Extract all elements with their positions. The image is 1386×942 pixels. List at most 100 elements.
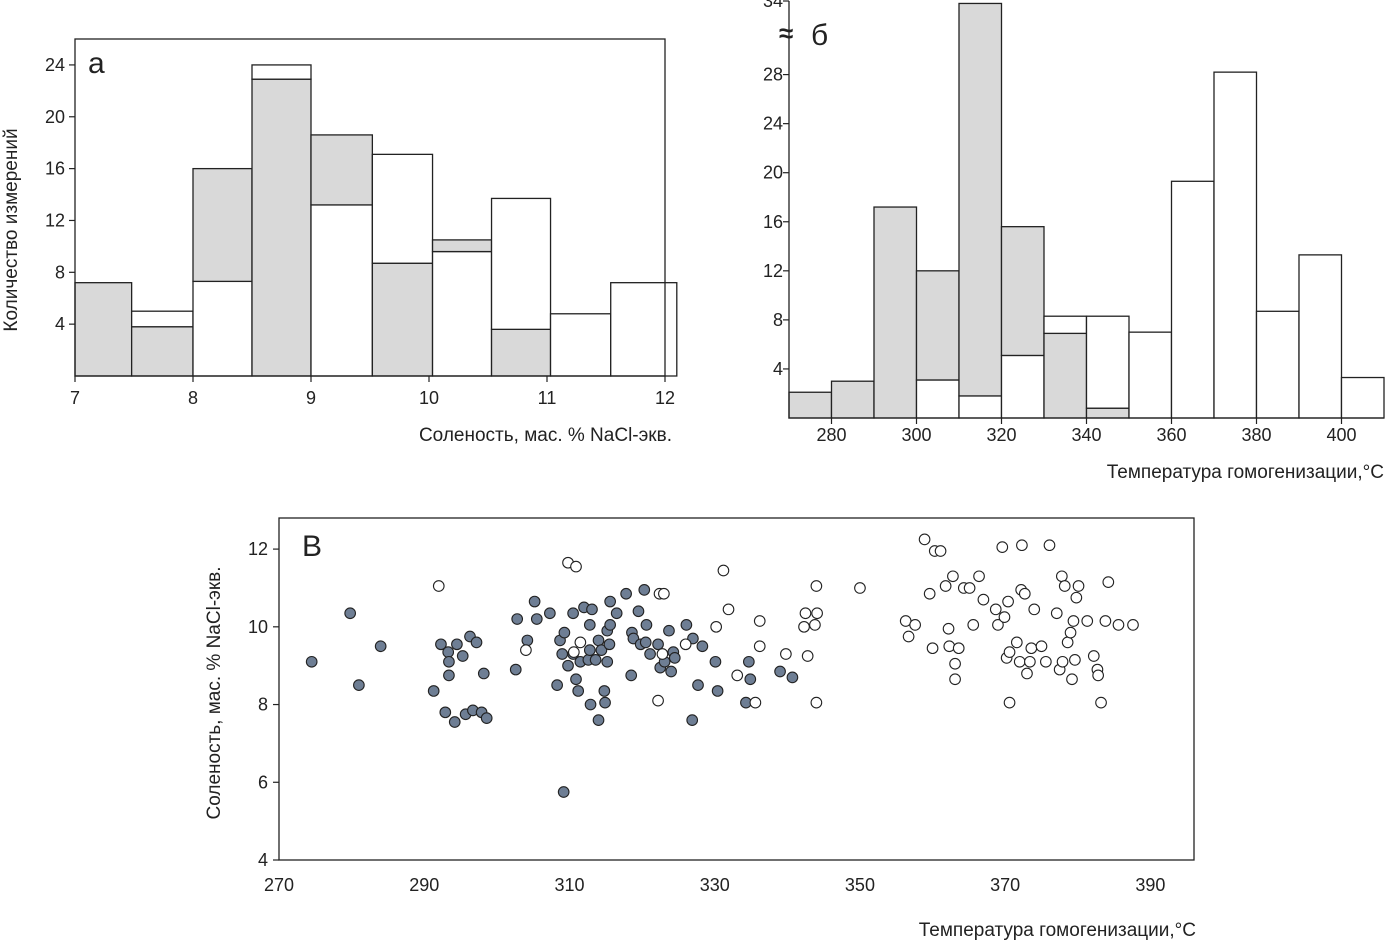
- point-filled-76: [696, 640, 709, 653]
- scatter-x-label: Температура гомогенизации,°С: [919, 920, 1196, 941]
- y-tick-label-8: 8: [55, 262, 65, 282]
- point-open-24: [811, 607, 823, 620]
- point-open-35: [939, 580, 952, 592]
- y-tick-label-8: 8: [258, 695, 268, 715]
- point-filled-28: [556, 648, 569, 660]
- bar-5-white-1: [371, 153, 434, 264]
- point-open-19: [798, 620, 810, 633]
- x-tick-label-11: 11: [538, 388, 557, 408]
- point-open-26: [854, 582, 866, 594]
- point-open-84: [1099, 615, 1112, 627]
- histogram-salinity-y-label: Количество измерений: [1, 128, 22, 331]
- y-tick-label-24: 24: [763, 114, 783, 134]
- point-open-53: [1003, 696, 1016, 709]
- point-open-61: [1024, 655, 1036, 668]
- point-filled-4: [427, 685, 440, 697]
- point-filled-22: [521, 634, 534, 647]
- point-open-1: [520, 644, 532, 656]
- point-filled-68: [663, 624, 675, 637]
- y-tick-label-4: 4: [773, 359, 783, 379]
- point-filled-29: [557, 786, 570, 798]
- point-open-56: [1013, 655, 1026, 668]
- point-open-16: [753, 615, 766, 627]
- point-filled-47: [598, 685, 611, 697]
- panel-label-b: б: [811, 19, 828, 52]
- panel-label-c: в: [302, 530, 322, 563]
- point-filled-75: [692, 679, 704, 691]
- point-open-59: [1018, 587, 1031, 600]
- point-open-46: [977, 593, 990, 606]
- bar-6-white-0: [431, 250, 493, 377]
- bar-0-gray-0: [788, 391, 833, 419]
- point-open-70: [1056, 655, 1069, 668]
- bar-0-gray-0: [74, 282, 133, 377]
- point-open-49: [996, 541, 1009, 553]
- scatter-y-label: Соленость, мас. % NaCl-экв.: [204, 566, 225, 819]
- point-open-28: [902, 630, 915, 643]
- point-open-85: [1102, 576, 1115, 588]
- histogram-temperature-x-ticks: 280 300 320 340 360 380 400: [816, 418, 1357, 445]
- histogram-salinity-x-ticks: 7 8 9 10 11 12: [70, 376, 675, 408]
- point-filled-80: [742, 655, 755, 668]
- point-filled-31: [562, 659, 574, 672]
- y-tick-label-4: 4: [258, 850, 268, 870]
- point-filled-10: [448, 716, 461, 728]
- point-filled-72: [680, 619, 693, 631]
- histogram-temperature-axes: [788, 1, 1384, 419]
- point-open-48: [992, 619, 1004, 631]
- point-open-64: [1035, 640, 1048, 653]
- bar-3-white-1: [251, 64, 312, 80]
- point-filled-51: [603, 638, 616, 651]
- x-tick-label-390: 390: [1135, 875, 1165, 895]
- point-open-37: [943, 640, 956, 653]
- x-tick-label-270: 270: [264, 875, 294, 895]
- point-filled-1: [344, 607, 357, 620]
- bar-6-gray-0: [1043, 332, 1088, 419]
- point-open-58: [1016, 539, 1028, 552]
- point-filled-2: [353, 679, 365, 691]
- point-filled-19: [480, 712, 493, 724]
- point-open-7: [658, 587, 670, 600]
- point-open-65: [1040, 655, 1052, 668]
- point-open-12: [717, 564, 730, 577]
- y-tick-label-20: 20: [763, 163, 783, 183]
- histogram-salinity: 4 8 12 16 20 24 7 8 9 10 11 12 а Соленость, мас. %…: [1, 38, 678, 446]
- bar-9-white-0: [610, 282, 678, 377]
- point-filled-35: [572, 685, 585, 697]
- point-filled-24: [530, 613, 543, 625]
- x-tick-label-310: 310: [554, 875, 584, 895]
- x-tick-label-8: 8: [188, 388, 198, 408]
- point-open-83: [1095, 696, 1107, 709]
- point-open-21: [801, 650, 814, 662]
- point-filled-9: [443, 669, 455, 682]
- point-open-20: [799, 607, 812, 620]
- bar-3-gray-1: [915, 270, 960, 381]
- x-tick-label-12: 12: [655, 388, 675, 408]
- histogram-salinity-x-label: Соленость, мас. % NaCl-экв.: [419, 425, 672, 446]
- point-filled-55: [620, 587, 632, 600]
- histogram-temperature-y-ticks: 4 8 12 16 20 24 28 34: [763, 0, 789, 379]
- point-open-39: [949, 673, 961, 686]
- point-open-62: [1025, 642, 1038, 655]
- point-filled-56: [625, 669, 638, 682]
- bar-1-gray-0: [130, 326, 194, 377]
- point-open-76: [1069, 654, 1081, 666]
- x-tick-label-360: 360: [1156, 425, 1186, 445]
- bar-10-white-0: [1213, 71, 1258, 419]
- point-open-80: [1087, 650, 1100, 662]
- point-open-32: [926, 642, 939, 655]
- point-filled-50: [601, 655, 614, 668]
- y-tick-label-12: 12: [248, 539, 268, 559]
- point-open-15: [749, 696, 762, 709]
- point-filled-23: [528, 595, 541, 608]
- bar-8-white-0: [549, 313, 612, 377]
- bar-5-gray-1: [1000, 226, 1045, 357]
- point-open-44: [967, 619, 980, 631]
- x-tick-label-380: 380: [1241, 425, 1271, 445]
- point-filled-71: [668, 652, 681, 664]
- point-filled-44: [592, 714, 605, 726]
- y-tick-label-12: 12: [763, 261, 783, 281]
- point-open-45: [973, 570, 985, 583]
- point-open-0: [432, 580, 445, 592]
- bar-6-white-1: [1043, 315, 1088, 335]
